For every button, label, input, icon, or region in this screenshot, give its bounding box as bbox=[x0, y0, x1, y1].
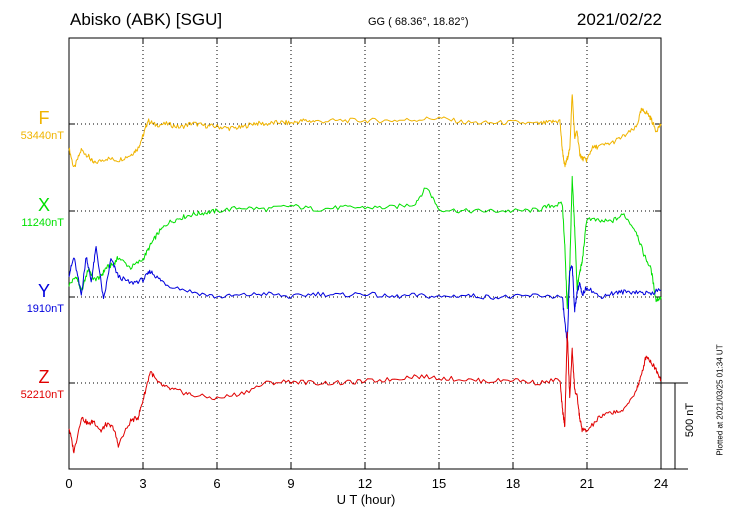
x-tick-label: 9 bbox=[287, 476, 295, 491]
station-title: Abisko (ABK) [SGU] bbox=[70, 10, 223, 29]
grid bbox=[69, 38, 661, 469]
channel-letter-x: X bbox=[37, 195, 50, 215]
channel-baseline-y: 1910nT bbox=[26, 303, 64, 315]
channel-letter-y: Y bbox=[37, 281, 50, 301]
series-line-f bbox=[68, 94, 662, 168]
channel-baseline-z: 52210nT bbox=[20, 389, 64, 401]
series-line-z bbox=[68, 331, 662, 454]
x-ticks bbox=[68, 38, 662, 469]
x-axis-label: U T (hour) bbox=[336, 492, 396, 507]
channel-letter-f: F bbox=[38, 108, 50, 128]
channel-baseline-f: 53440nT bbox=[20, 130, 64, 142]
x-tick-label: 0 bbox=[65, 476, 73, 491]
scale-bar bbox=[661, 382, 688, 470]
x-tick-label: 21 bbox=[579, 476, 595, 491]
x-tick-label: 6 bbox=[213, 476, 221, 491]
date-label: 2021/02/22 bbox=[576, 10, 662, 29]
plotted-note: Plotted at 2021/03/25 01:34 UT bbox=[715, 344, 725, 456]
x-tick-label: 3 bbox=[139, 476, 147, 491]
series-line-y bbox=[68, 246, 662, 344]
channel-baseline-x: 11240nT bbox=[21, 217, 64, 229]
series-lines bbox=[68, 94, 662, 454]
x-tick-label: 15 bbox=[431, 476, 447, 491]
x-tick-label: 12 bbox=[357, 476, 373, 491]
x-tick-label: 18 bbox=[505, 476, 521, 491]
channel-letter-z: Z bbox=[38, 367, 50, 387]
station-coordinates: GG ( 68.36°, 18.82°) bbox=[368, 16, 469, 28]
scale-bar-label: 500 nT bbox=[684, 402, 696, 438]
series-line-x bbox=[68, 175, 662, 310]
x-tick-label: 24 bbox=[653, 476, 669, 491]
